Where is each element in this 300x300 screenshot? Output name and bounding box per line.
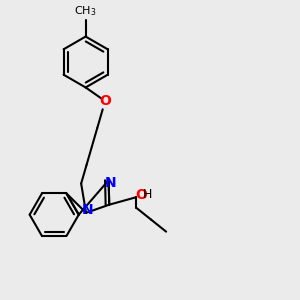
Text: H: H <box>143 188 152 201</box>
Text: O: O <box>136 188 148 202</box>
Text: N: N <box>104 176 116 190</box>
Text: O: O <box>99 94 111 108</box>
Text: CH$_3$: CH$_3$ <box>74 4 97 18</box>
Text: N: N <box>82 203 93 218</box>
